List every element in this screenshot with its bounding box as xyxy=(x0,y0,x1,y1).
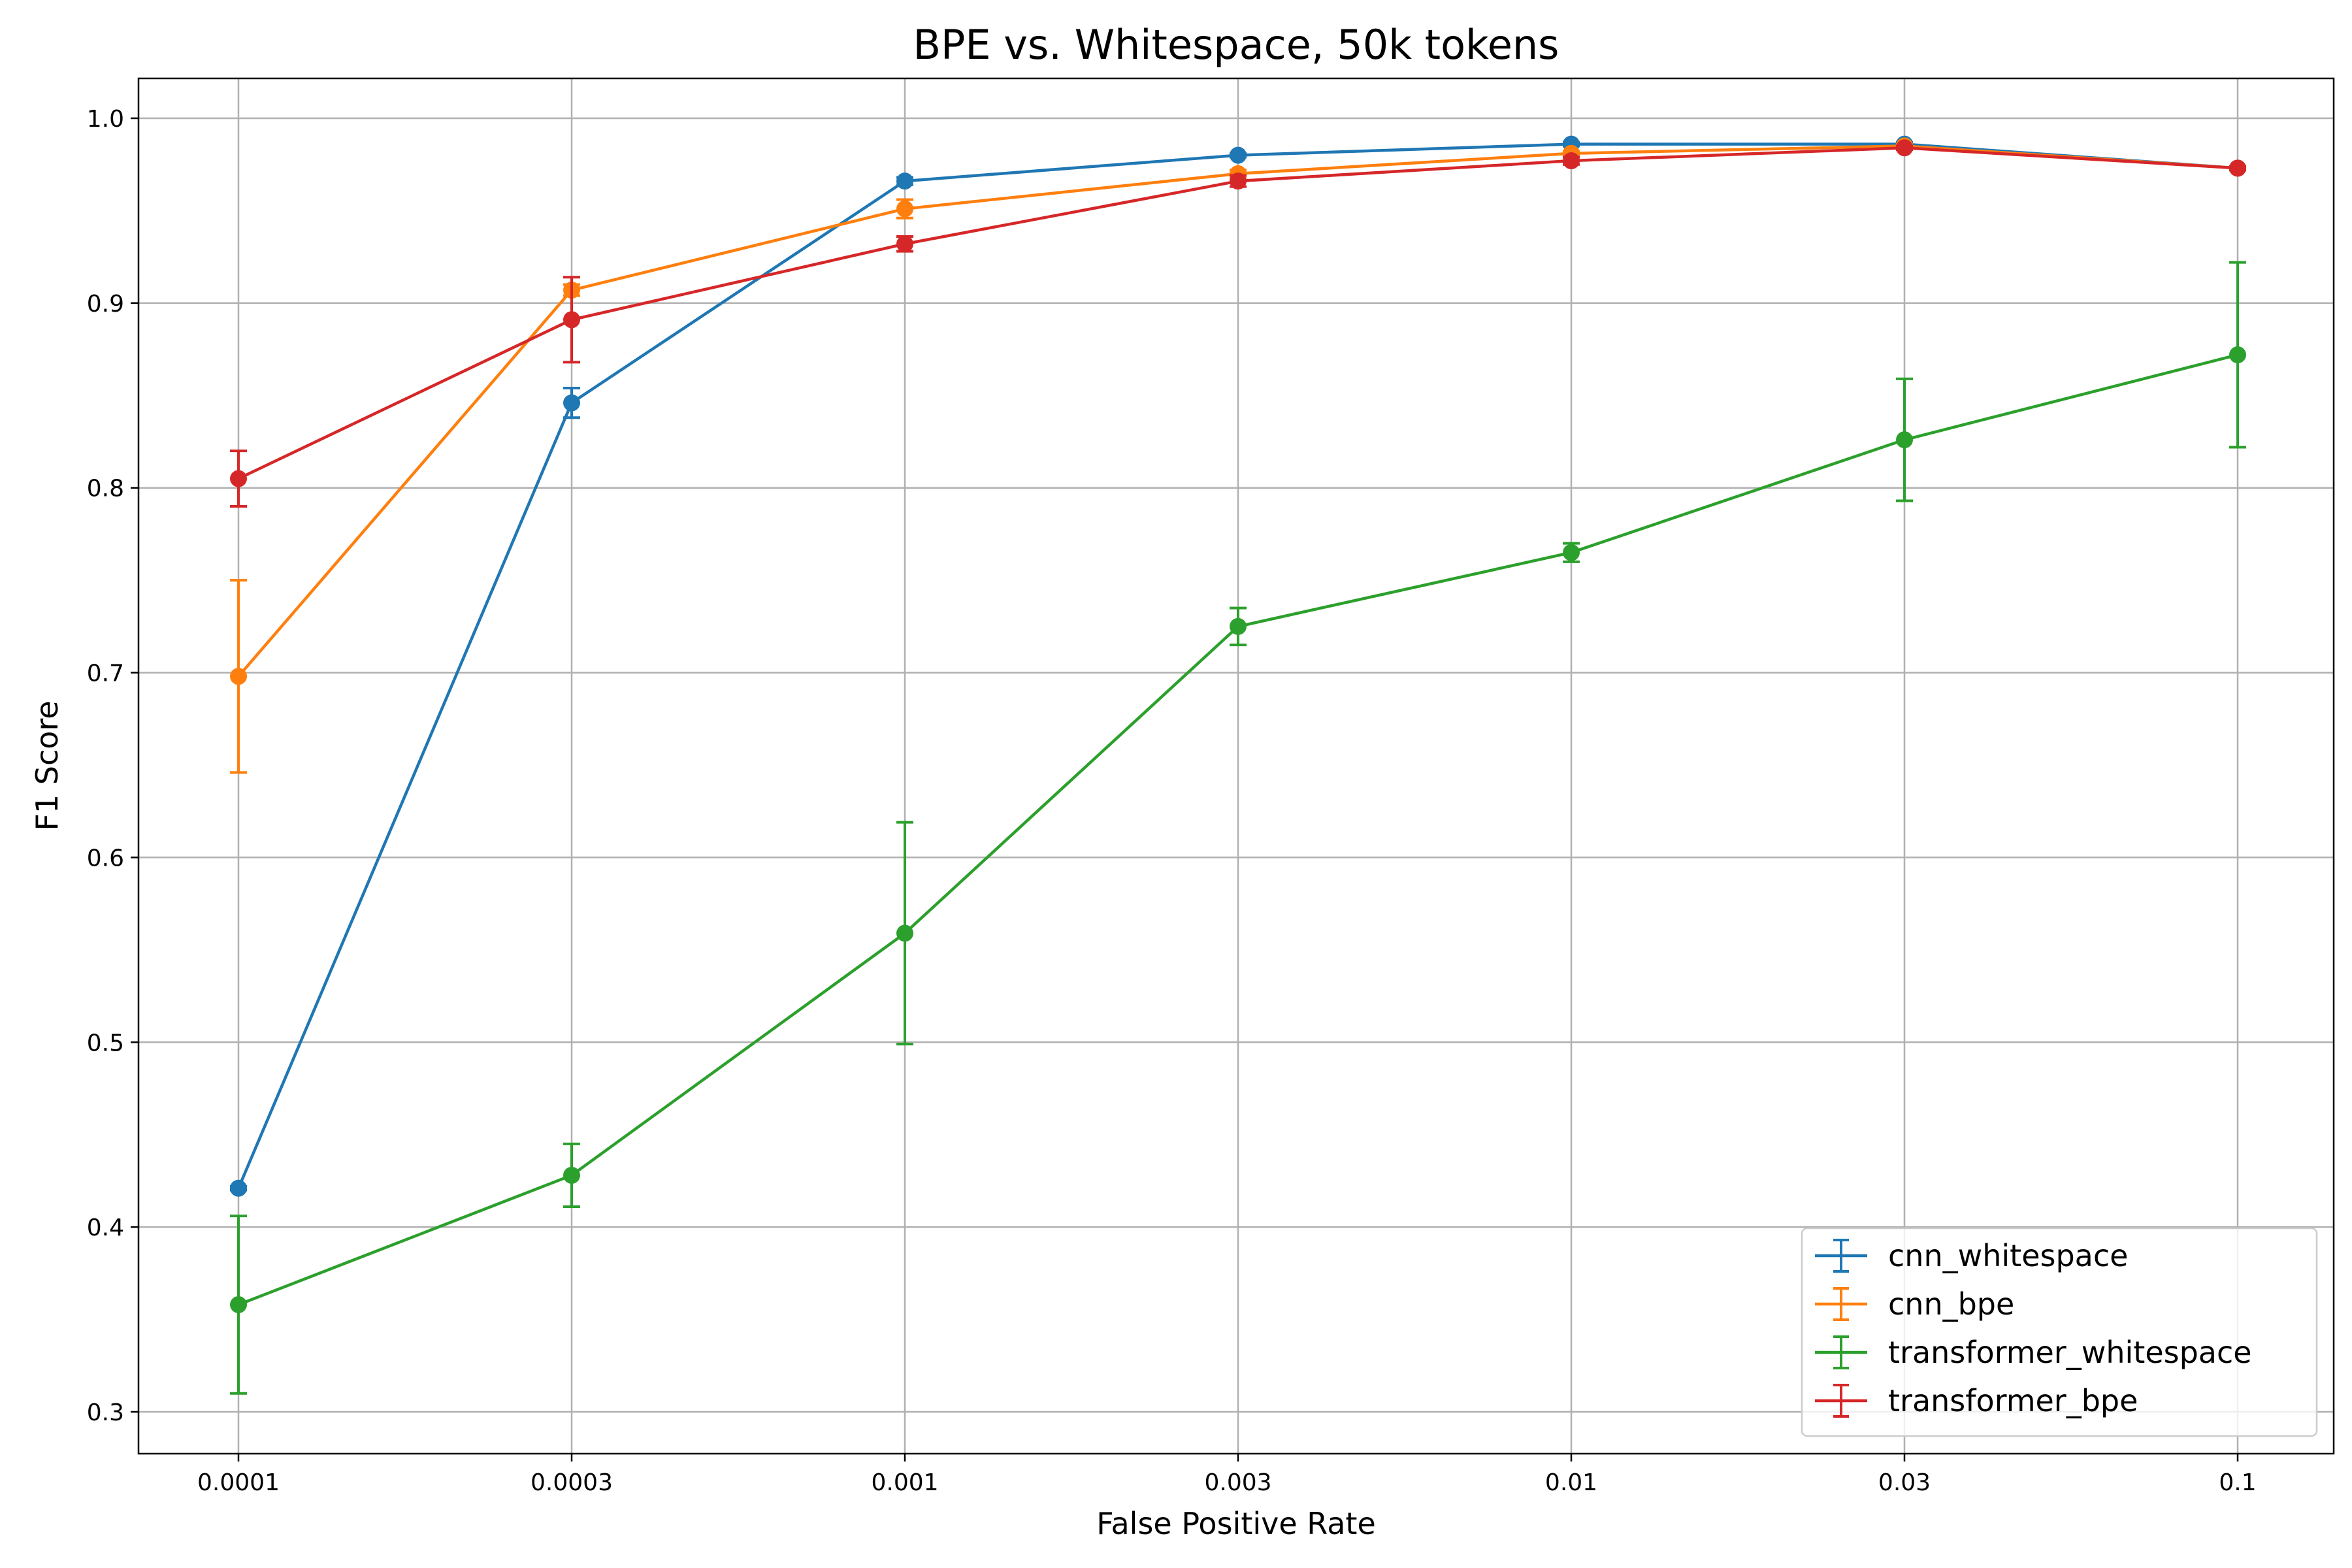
legend-frame xyxy=(1801,1227,2318,1437)
data-point xyxy=(896,200,913,218)
data-point xyxy=(1563,544,1580,561)
data-point xyxy=(896,924,913,942)
chart-title: BPE vs. Whitespace, 50k tokens xyxy=(913,21,1560,69)
series-layer xyxy=(230,135,2246,1395)
series-transformer_whitespace xyxy=(230,261,2246,1395)
data-point xyxy=(1896,139,1913,157)
data-point xyxy=(563,311,580,329)
data-point xyxy=(1896,431,1913,449)
y-tick-label: 0.6 xyxy=(87,845,124,872)
x-tick-label: 0.0003 xyxy=(531,1469,613,1496)
plot-frame xyxy=(137,77,2335,1455)
legend-label: cnn_bpe xyxy=(1888,1286,2014,1322)
x-tick-label: 0.003 xyxy=(1204,1469,1271,1496)
legend-label: transformer_whitespace xyxy=(1888,1335,2252,1370)
legend-label: transformer_bpe xyxy=(1888,1383,2138,1418)
data-point xyxy=(230,1179,247,1197)
data-point xyxy=(1230,617,1247,635)
y-tick-label: 0.9 xyxy=(87,291,124,318)
data-point xyxy=(563,394,580,412)
legend: cnn_whitespace cnn_bpe transformer_whitesp… xyxy=(1801,1227,2318,1437)
tick-layer: 0.0001 0.0003 0.001 0.003 0.01 0.03 0.1 0.3 0.4 0… xyxy=(87,106,2257,1496)
data-point xyxy=(563,1166,580,1184)
data-point xyxy=(1563,152,1580,170)
y-tick-label: 0.8 xyxy=(87,476,124,502)
data-point xyxy=(2229,346,2246,364)
y-axis-label: F1 Score xyxy=(29,700,65,830)
y-tick-label: 0.4 xyxy=(87,1215,124,1241)
data-point xyxy=(896,235,913,253)
x-tick-label: 0.03 xyxy=(1878,1469,1931,1496)
data-point xyxy=(2229,159,2246,177)
legend-label: cnn_whitespace xyxy=(1888,1238,2128,1273)
x-tick-label: 0.1 xyxy=(2219,1469,2256,1496)
x-tick-label: 0.0001 xyxy=(197,1469,280,1496)
grid-layer xyxy=(139,78,2334,1454)
data-point xyxy=(1230,172,1247,190)
data-point xyxy=(230,470,247,487)
y-tick-label: 0.7 xyxy=(87,661,124,687)
x-axis-label: False Positive Rate xyxy=(1096,1506,1376,1541)
data-point xyxy=(230,1296,247,1313)
y-tick-label: 0.5 xyxy=(87,1030,124,1056)
data-point xyxy=(896,172,913,190)
data-point xyxy=(230,668,247,685)
series-transformer_bpe xyxy=(230,139,2246,508)
y-tick-label: 0.3 xyxy=(87,1399,124,1426)
data-point xyxy=(1230,146,1247,164)
x-tick-label: 0.001 xyxy=(871,1469,938,1496)
x-tick-label: 0.01 xyxy=(1545,1469,1597,1496)
y-tick-label: 1.0 xyxy=(87,106,124,133)
